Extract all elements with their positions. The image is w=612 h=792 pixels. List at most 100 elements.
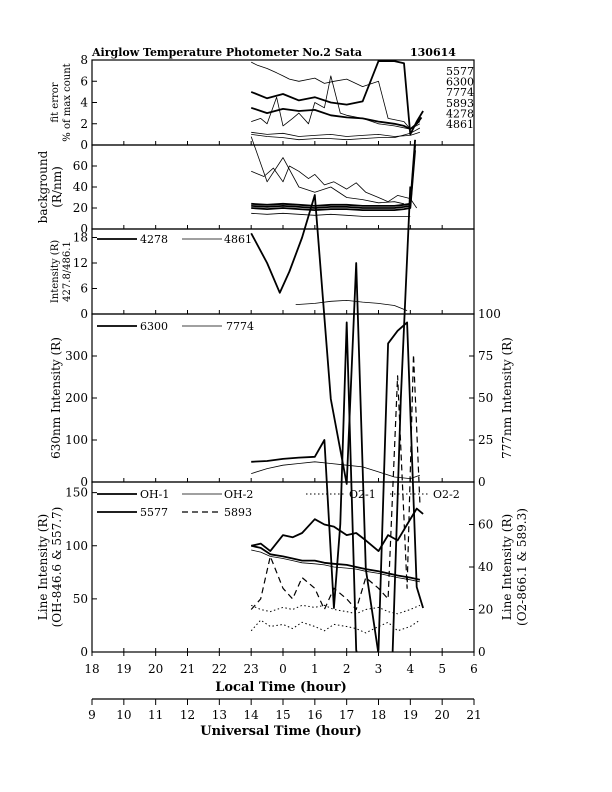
series-group	[250, 136, 418, 217]
legend-label: 6300	[446, 76, 474, 89]
x-tick-label-ut: 13	[212, 708, 227, 722]
y-label: Intensity (R)	[50, 240, 61, 303]
legend-label: 4278	[140, 233, 168, 246]
y-right-tick-label: 20	[478, 603, 493, 617]
x-tick-label-local: 18	[84, 662, 99, 676]
y-tick-label: 18	[73, 231, 88, 245]
x-tick-label-local: 1	[311, 662, 319, 676]
y-right-tick-label: 25	[478, 433, 493, 447]
series-group	[250, 186, 412, 652]
x-tick-label-local: 22	[212, 662, 227, 676]
x-tick-label-ut: 12	[180, 708, 195, 722]
series-line-5577	[250, 507, 424, 552]
series-line-OH-2	[251, 549, 420, 583]
x-tick-label-ut: 11	[148, 708, 163, 722]
y-right-tick-label: 100	[478, 307, 501, 321]
series-line-5893	[251, 75, 421, 130]
legend-label: OH-2	[224, 488, 253, 501]
y-label-2: 427.8/486.1	[62, 241, 73, 302]
legend-label: O2-1	[349, 488, 376, 501]
series-line-bg-e	[251, 139, 416, 207]
x-tick-label-local: 0	[279, 662, 287, 676]
legend-label: 7774	[226, 320, 254, 333]
chart-x-axes: Local Time (hour) Universal Time (hour) …	[84, 652, 482, 739]
x-tick-label-ut: 19	[403, 708, 418, 722]
series-line-5893	[250, 353, 421, 611]
series-line-4278	[251, 131, 421, 137]
y-tick-label: 200	[65, 391, 88, 405]
x-label-universal-time: Universal Time (hour)	[200, 724, 362, 739]
y-tick-label: 0	[80, 138, 88, 152]
legend-label: 7774	[446, 86, 474, 99]
panel-frame	[91, 59, 475, 146]
y-right-label: 777nm Intensity (R)	[500, 337, 514, 459]
legend-label: 5893	[224, 506, 252, 519]
series-line-bg-c	[251, 144, 416, 209]
x-tick-label-ut: 21	[466, 708, 481, 722]
series-line-4278	[250, 186, 412, 652]
y-tick-label: 50	[73, 592, 88, 606]
legend-label: 5893	[446, 97, 474, 110]
series-group	[250, 60, 424, 141]
x-tick-label-ut: 20	[435, 708, 450, 722]
legend-label: 6300	[140, 320, 168, 333]
y-tick-label: 6	[80, 74, 88, 88]
y-tick-label: 8	[80, 53, 88, 67]
y-tick-label: 60	[73, 159, 88, 173]
x-tick-label-local: 2	[343, 662, 351, 676]
x-tick-label-local: 20	[148, 662, 163, 676]
series-line-bg-b	[250, 136, 405, 205]
chart-title-group: Airglow Temperature Photometer No.2 Sata…	[91, 46, 456, 59]
y-tick-label: 0	[80, 645, 88, 659]
series-line-6300	[251, 321, 424, 652]
x-tick-label-ut: 17	[339, 708, 354, 722]
y-label: fit error	[50, 82, 61, 122]
series-line-O2-1	[250, 604, 421, 615]
y-tick-label: 150	[65, 486, 88, 500]
x-tick-label-local: 21	[180, 662, 195, 676]
y-label-2: (OH-846.6 & 557.7)	[50, 507, 64, 628]
series-line-7774	[251, 461, 421, 480]
series-line-4861	[251, 127, 421, 141]
y-tick-label: 20	[73, 201, 88, 215]
y-tick-label: 0	[80, 222, 88, 236]
series-line-4861	[295, 299, 408, 311]
series-line-O2-2	[250, 619, 421, 634]
legend-label: 4861	[446, 118, 474, 131]
chart-date: 130614	[410, 46, 456, 59]
y-right-tick-label: 0	[478, 645, 486, 659]
series-group	[251, 321, 424, 652]
y-tick-label: 0	[80, 307, 88, 321]
legend-label: 4278	[446, 107, 474, 120]
panel-blue-lines: 0 6 12 18 Intensity (R) 427.8/486.1 4278 4861	[50, 186, 475, 652]
y-tick-label: 100	[65, 539, 88, 553]
y-label-2: (R/nm)	[50, 166, 64, 208]
series-group	[250, 353, 424, 634]
x-tick-label-ut: 16	[307, 708, 322, 722]
panel-fit-error: 0 2 4 6 8 fit error% of max count 557763007774…	[50, 53, 475, 152]
x-tick-label-ut: 10	[116, 708, 131, 722]
y-right-tick-label: 60	[478, 518, 493, 532]
series-line-OH-1	[251, 544, 421, 581]
series-line-5577	[251, 61, 421, 130]
y-right-tick-label: 50	[478, 391, 493, 405]
x-tick-label-local: 6	[470, 662, 478, 676]
y-right-tick-label: 40	[478, 560, 493, 574]
y-tick-label: 6	[80, 282, 88, 296]
series-line-bg-a	[251, 165, 418, 209]
series-line-7774	[250, 60, 424, 136]
chart-title: Airglow Temperature Photometer No.2 Sata	[91, 46, 362, 59]
y-label: 630nm Intensity (R)	[49, 337, 63, 459]
legend-label: OH-1	[140, 488, 169, 501]
y-right-tick-label: 0	[478, 475, 486, 489]
y-right-tick-label: 75	[478, 349, 493, 363]
panel-frame	[91, 313, 475, 483]
x-tick-label-ut: 14	[244, 708, 260, 722]
x-label-local-time: Local Time (hour)	[215, 680, 347, 695]
series-line-bg-d	[251, 150, 416, 212]
y-label: background	[36, 150, 50, 223]
legend-label: 5577	[446, 65, 474, 78]
